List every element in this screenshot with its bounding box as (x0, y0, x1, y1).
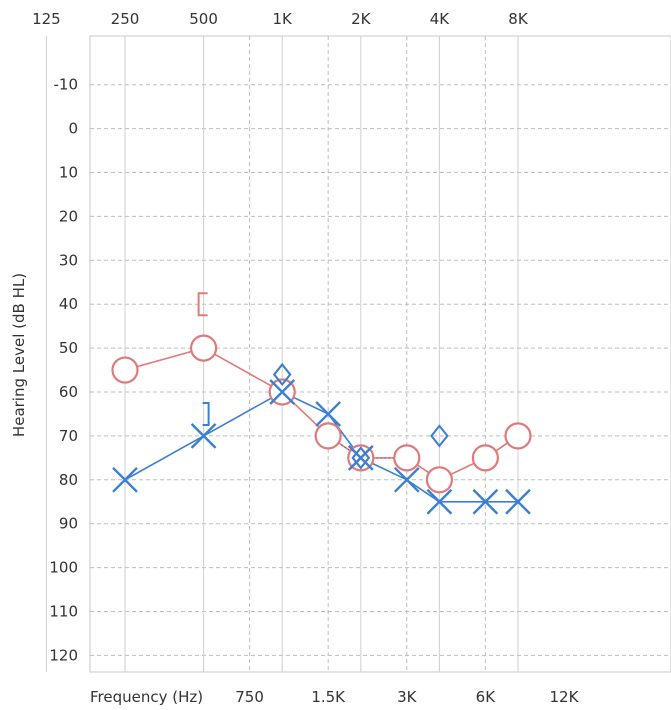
y-tick-label: 110 (49, 603, 78, 621)
y-axis-title: Hearing Level (dB HL) (10, 273, 28, 437)
right-ear-circle-marker (314, 422, 342, 450)
left-ear-bone-bracket-marker (202, 401, 210, 426)
y-axis-ticks: -10 0 10 20 30 40 50 60 70 80 90 100 110 120 (49, 76, 78, 665)
y-tick-label: 20 (59, 207, 78, 225)
left-ear-x-marker (112, 466, 138, 493)
x-tick-label-bottom: 1.5K (311, 688, 346, 706)
y-tick-label: 120 (49, 646, 78, 664)
left-ear-diamond-marker (430, 424, 449, 448)
x-tick-label-top: 4K (430, 10, 451, 28)
left-ear-x-marker (190, 423, 217, 449)
y-tick-label: -10 (54, 76, 79, 94)
left-ear-x-marker (426, 488, 453, 515)
x-tick-label-bottom: 750 (235, 688, 264, 706)
y-tick-label: 70 (59, 427, 78, 445)
x-tick-label-top: 250 (111, 10, 140, 28)
left-ear-diamond-marker (272, 362, 292, 387)
y-tick-label: 60 (59, 383, 78, 401)
x-tick-label-top: 2K (351, 10, 372, 28)
y-tick-label: 10 (59, 164, 78, 182)
left-ear-x-marker (347, 445, 374, 471)
y-tick-label: 30 (59, 251, 78, 269)
chart-grid (45, 35, 671, 673)
x-tick-label-top: 1K (273, 10, 294, 28)
y-tick-label: 90 (59, 515, 78, 533)
x-tick-label-top: 125 (32, 10, 61, 28)
right-ear-circle-marker (111, 356, 139, 384)
left-ear-x-marker (505, 488, 531, 515)
x-tick-label-bottom: 6K (476, 688, 497, 706)
left-ear-diamond-marker (351, 446, 371, 470)
right-ear-circle-marker (425, 466, 453, 494)
left-ear-x-marker (269, 379, 296, 405)
y-tick-label: 80 (59, 471, 78, 489)
left-ear-x-marker (315, 401, 342, 427)
x-axis-title: Frequency (Hz) (90, 688, 203, 706)
left-ear-x-marker (393, 466, 420, 493)
series-marks (111, 292, 532, 515)
x-tick-label-top: 8K (508, 10, 529, 28)
right-ear-circle-marker (504, 422, 532, 450)
x-tick-label-top: 500 (189, 10, 218, 28)
right-ear-line (124, 347, 519, 481)
y-tick-label: 100 (49, 559, 78, 577)
y-tick-label: 40 (59, 295, 78, 313)
right-ear-circle-marker (190, 334, 218, 362)
right-ear-bone-bracket-marker (197, 292, 208, 317)
y-tick-label: 0 (68, 120, 78, 138)
x-tick-label-bottom: 3K (397, 688, 418, 706)
x-tick-label-bottom: 12K (550, 688, 580, 706)
right-ear-circle-marker (471, 444, 499, 472)
left-ear-x-marker (472, 488, 499, 515)
right-ear-circle-marker (393, 444, 421, 472)
y-tick-label: 50 (59, 339, 78, 357)
plot-frame (89, 35, 671, 673)
